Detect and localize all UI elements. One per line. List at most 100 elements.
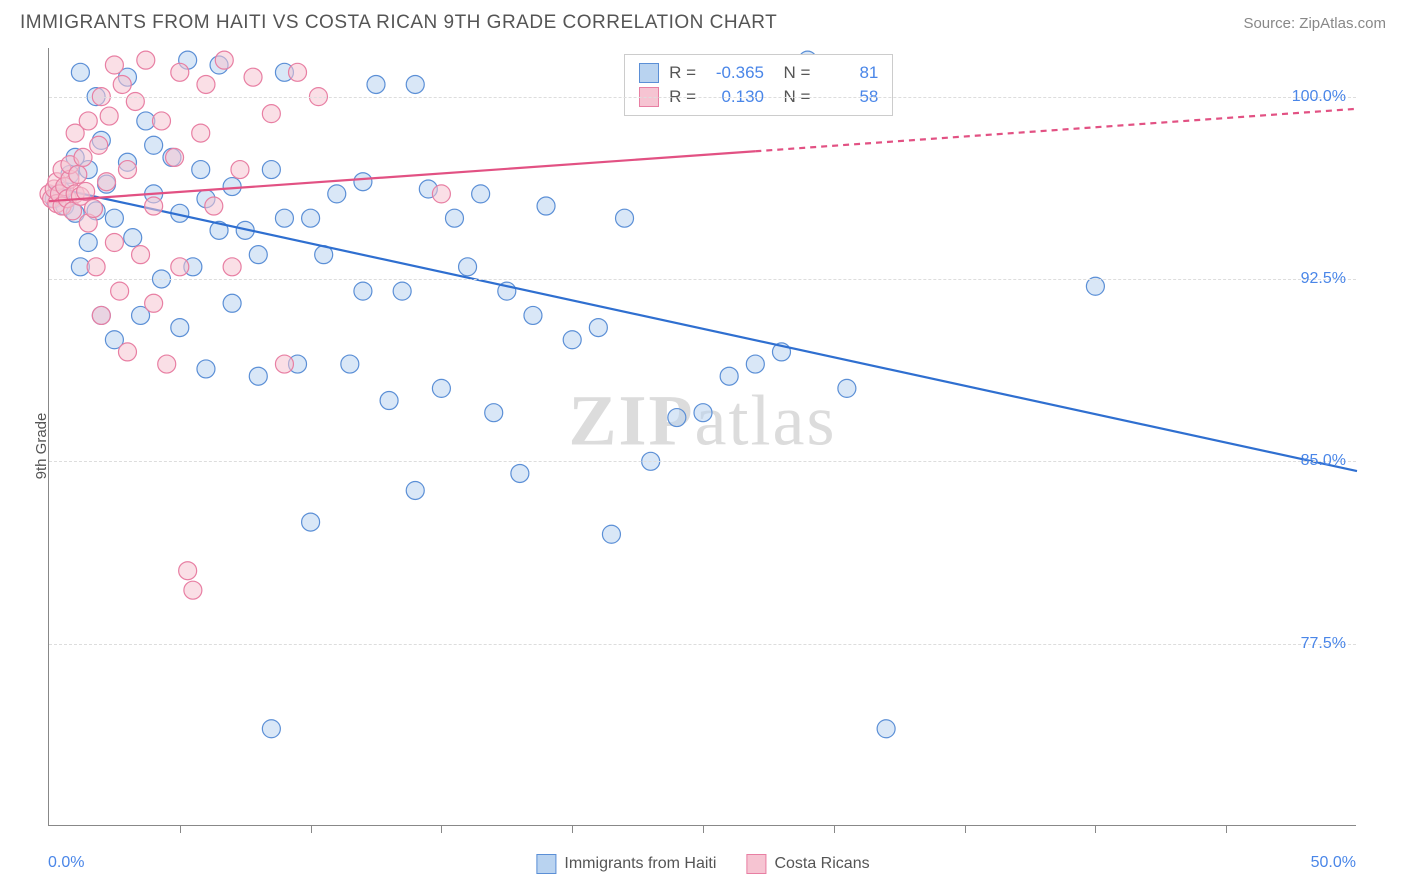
- x-tick: [1095, 825, 1096, 833]
- x-tick: [834, 825, 835, 833]
- chart-header: IMMIGRANTS FROM HAITI VS COSTA RICAN 9TH…: [0, 0, 1406, 42]
- y-tick-label: 85.0%: [1301, 452, 1346, 470]
- data-point: [79, 112, 97, 130]
- x-tick: [441, 825, 442, 833]
- data-point: [589, 319, 607, 337]
- y-tick-label: 100.0%: [1292, 88, 1346, 106]
- y-tick-label: 92.5%: [1301, 270, 1346, 288]
- gridline: [49, 97, 1356, 98]
- data-point: [406, 75, 424, 93]
- data-point: [511, 464, 529, 482]
- data-point: [145, 294, 163, 312]
- data-point: [275, 355, 293, 373]
- y-tick-label: 77.5%: [1301, 635, 1346, 653]
- data-point: [328, 185, 346, 203]
- legend-label: Immigrants from Haiti: [564, 855, 716, 873]
- data-point: [485, 404, 503, 422]
- chart-plot-area: ZIPatlas R =-0.365 N =81R =0.130 N =58 1…: [48, 48, 1356, 826]
- data-point: [602, 525, 620, 543]
- data-point: [105, 209, 123, 227]
- data-point: [71, 63, 89, 81]
- legend-r-value: -0.365: [706, 63, 764, 83]
- data-point: [192, 124, 210, 142]
- data-point: [126, 92, 144, 110]
- regression-line: [49, 151, 755, 201]
- x-axis-end-label: 50.0%: [1311, 854, 1356, 872]
- data-point: [223, 258, 241, 276]
- data-point: [746, 355, 764, 373]
- x-tick: [703, 825, 704, 833]
- data-point: [179, 562, 197, 580]
- data-point: [459, 258, 477, 276]
- legend-swatch: [746, 854, 766, 874]
- data-point: [100, 107, 118, 125]
- data-point: [668, 409, 686, 427]
- data-point: [192, 161, 210, 179]
- legend-swatch: [536, 854, 556, 874]
- x-axis-start-label: 0.0%: [48, 854, 84, 872]
- data-point: [145, 197, 163, 215]
- data-point: [118, 161, 136, 179]
- legend-item: Immigrants from Haiti: [536, 854, 716, 874]
- data-point: [137, 51, 155, 69]
- data-point: [223, 294, 241, 312]
- data-point: [124, 229, 142, 247]
- data-point: [244, 68, 262, 86]
- data-point: [105, 234, 123, 252]
- data-point: [215, 51, 233, 69]
- data-point: [563, 331, 581, 349]
- x-tick: [965, 825, 966, 833]
- legend-n-label: N =: [774, 63, 810, 83]
- legend-label: Costa Ricans: [774, 855, 869, 873]
- chart-source: Source: ZipAtlas.com: [1243, 15, 1386, 32]
- data-point: [367, 75, 385, 93]
- data-point: [289, 63, 307, 81]
- gridline: [49, 461, 1356, 462]
- data-point: [111, 282, 129, 300]
- data-point: [205, 197, 223, 215]
- data-point: [79, 234, 97, 252]
- data-point: [262, 161, 280, 179]
- data-point: [171, 319, 189, 337]
- data-point: [132, 246, 150, 264]
- chart-title: IMMIGRANTS FROM HAITI VS COSTA RICAN 9TH…: [20, 12, 777, 34]
- data-point: [184, 581, 202, 599]
- data-point: [105, 56, 123, 74]
- correlation-legend: R =-0.365 N =81R =0.130 N =58: [624, 54, 893, 116]
- regression-line: [49, 187, 1357, 471]
- data-point: [406, 481, 424, 499]
- data-point: [166, 148, 184, 166]
- data-point: [171, 63, 189, 81]
- data-point: [445, 209, 463, 227]
- data-point: [432, 185, 450, 203]
- data-point: [354, 173, 372, 191]
- data-point: [84, 199, 102, 217]
- data-point: [275, 209, 293, 227]
- data-point: [302, 513, 320, 531]
- data-point: [197, 360, 215, 378]
- gridline: [49, 644, 1356, 645]
- data-point: [380, 392, 398, 410]
- data-point: [152, 112, 170, 130]
- data-point: [838, 379, 856, 397]
- legend-swatch: [639, 63, 659, 83]
- data-point: [524, 306, 542, 324]
- x-tick: [311, 825, 312, 833]
- data-point: [694, 404, 712, 422]
- series-legend: Immigrants from Haiti Costa Ricans: [536, 854, 869, 874]
- data-point: [92, 306, 110, 324]
- data-point: [98, 173, 116, 191]
- data-point: [118, 343, 136, 361]
- data-point: [158, 355, 176, 373]
- data-point: [87, 258, 105, 276]
- x-tick: [572, 825, 573, 833]
- x-tick: [1226, 825, 1227, 833]
- data-point: [302, 209, 320, 227]
- data-point: [537, 197, 555, 215]
- data-point: [720, 367, 738, 385]
- legend-r-label: R =: [669, 63, 696, 83]
- data-point: [877, 720, 895, 738]
- data-point: [616, 209, 634, 227]
- correlation-legend-row: R =-0.365 N =81: [639, 61, 878, 85]
- data-point: [249, 246, 267, 264]
